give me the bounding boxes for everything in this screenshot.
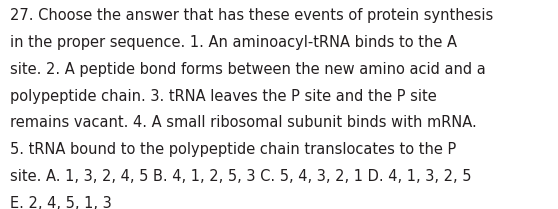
Text: E. 2, 4, 5, 1, 3: E. 2, 4, 5, 1, 3 [10, 196, 112, 209]
Text: 27. Choose the answer that has these events of protein synthesis: 27. Choose the answer that has these eve… [10, 8, 493, 23]
Text: in the proper sequence. 1. An aminoacyl-tRNA binds to the A: in the proper sequence. 1. An aminoacyl-… [10, 35, 457, 50]
Text: site. 2. A peptide bond forms between the new amino acid and a: site. 2. A peptide bond forms between th… [10, 62, 486, 77]
Text: 5. tRNA bound to the polypeptide chain translocates to the P: 5. tRNA bound to the polypeptide chain t… [10, 142, 456, 157]
Text: site. A. 1, 3, 2, 4, 5 B. 4, 1, 2, 5, 3 C. 5, 4, 3, 2, 1 D. 4, 1, 3, 2, 5: site. A. 1, 3, 2, 4, 5 B. 4, 1, 2, 5, 3 … [10, 169, 472, 184]
Text: remains vacant. 4. A small ribosomal subunit binds with mRNA.: remains vacant. 4. A small ribosomal sub… [10, 115, 477, 130]
Text: polypeptide chain. 3. tRNA leaves the P site and the P site: polypeptide chain. 3. tRNA leaves the P … [10, 89, 437, 104]
